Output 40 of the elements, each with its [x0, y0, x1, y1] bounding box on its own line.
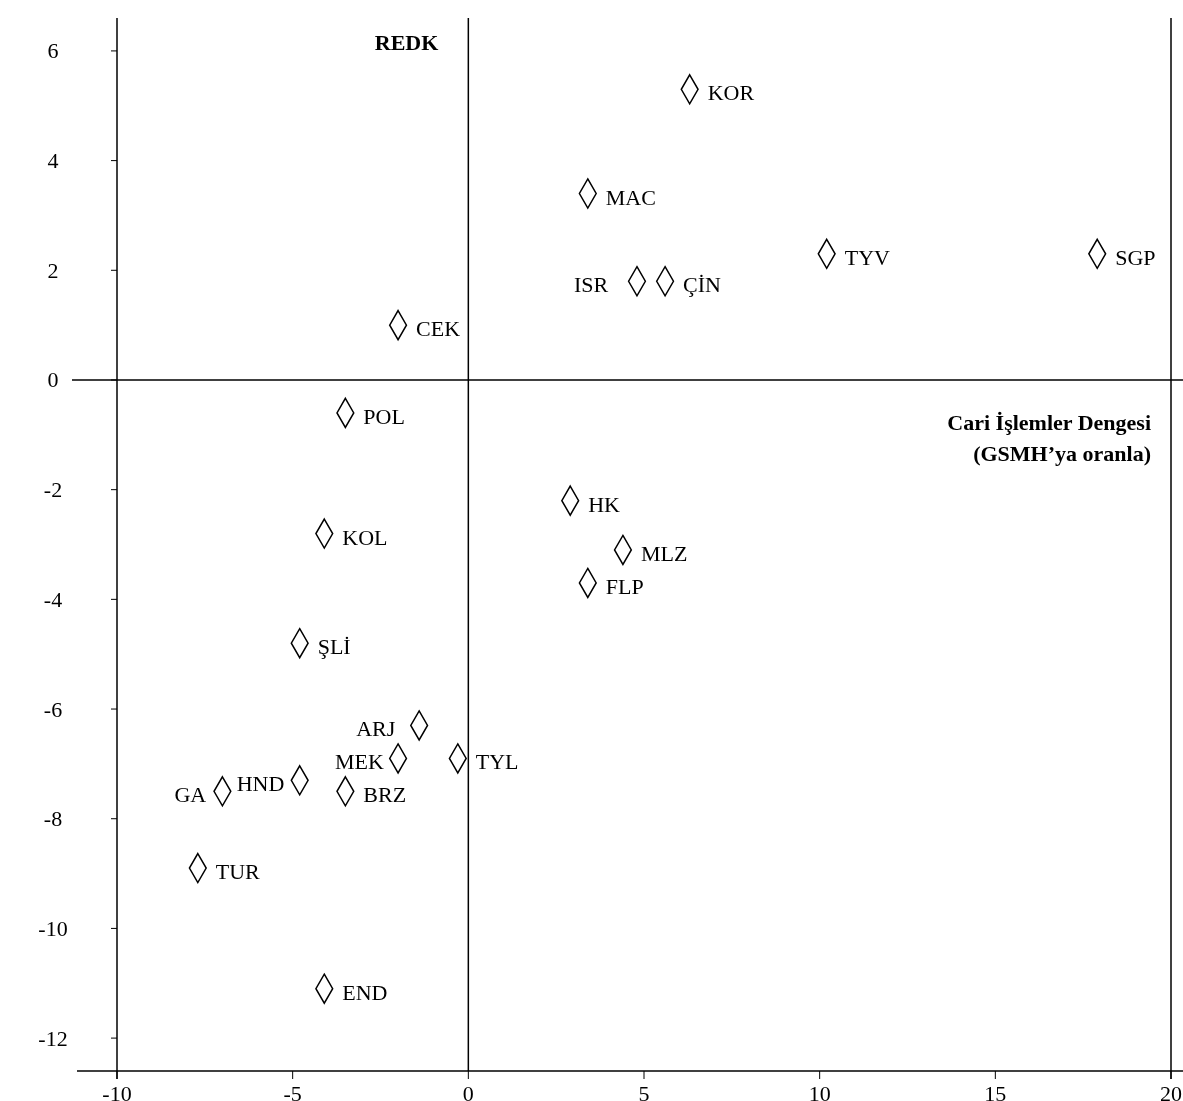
- annotation: POL: [363, 403, 405, 429]
- annotation: ISR: [573, 272, 609, 298]
- x-axis-title: Cari İşlemler Dengesi (GSMH’ya oranla): [947, 409, 1151, 466]
- annotation: CEK: [416, 316, 461, 342]
- annotation: ŞLİ: [317, 634, 351, 660]
- y-tick-label: -4: [43, 586, 63, 612]
- annotation: HND: [236, 771, 285, 797]
- annotation: END: [342, 979, 388, 1005]
- x-tick-label: 10: [808, 1081, 831, 1101]
- annotation: FLP: [605, 573, 644, 599]
- annotation: MLZ: [640, 540, 688, 566]
- y-tick-label: 2: [47, 257, 59, 283]
- y-tick-label: -2: [43, 477, 63, 503]
- x-tick-label: 0: [462, 1081, 474, 1101]
- y-tick-label: -10: [38, 915, 68, 941]
- annotation: TYL: [475, 749, 519, 775]
- annotation: KOL: [342, 524, 388, 550]
- x-tick-label: 15: [984, 1081, 1007, 1101]
- x-tick-label: -5: [283, 1081, 302, 1101]
- annotation: GA: [174, 782, 207, 808]
- annotation: ARJ: [356, 716, 396, 742]
- x-tick-label: 20: [1160, 1081, 1182, 1101]
- y-tick-label: -8: [43, 806, 63, 832]
- annotation: TUR: [215, 859, 261, 885]
- y-tick-label: -12: [38, 1025, 68, 1051]
- x-tick-label: -10: [102, 1081, 132, 1101]
- y-tick-label: 0: [47, 367, 59, 393]
- annotation: BRZ: [363, 782, 407, 808]
- annotation: HK: [588, 491, 621, 517]
- y-tick-label: 6: [47, 38, 59, 64]
- annotation: TYV: [844, 244, 891, 270]
- annotation: ÇİN: [683, 272, 722, 298]
- y-tick-label: -6: [43, 696, 63, 722]
- annotation: KOR: [707, 80, 755, 106]
- x-tick-label: 5: [638, 1081, 650, 1101]
- y-tick-label: 4: [47, 148, 59, 174]
- y-axis-title: REDK: [374, 30, 439, 55]
- annotation: MEK: [335, 749, 385, 775]
- annotation: MAC: [605, 184, 656, 210]
- annotation: SGP: [1115, 244, 1156, 270]
